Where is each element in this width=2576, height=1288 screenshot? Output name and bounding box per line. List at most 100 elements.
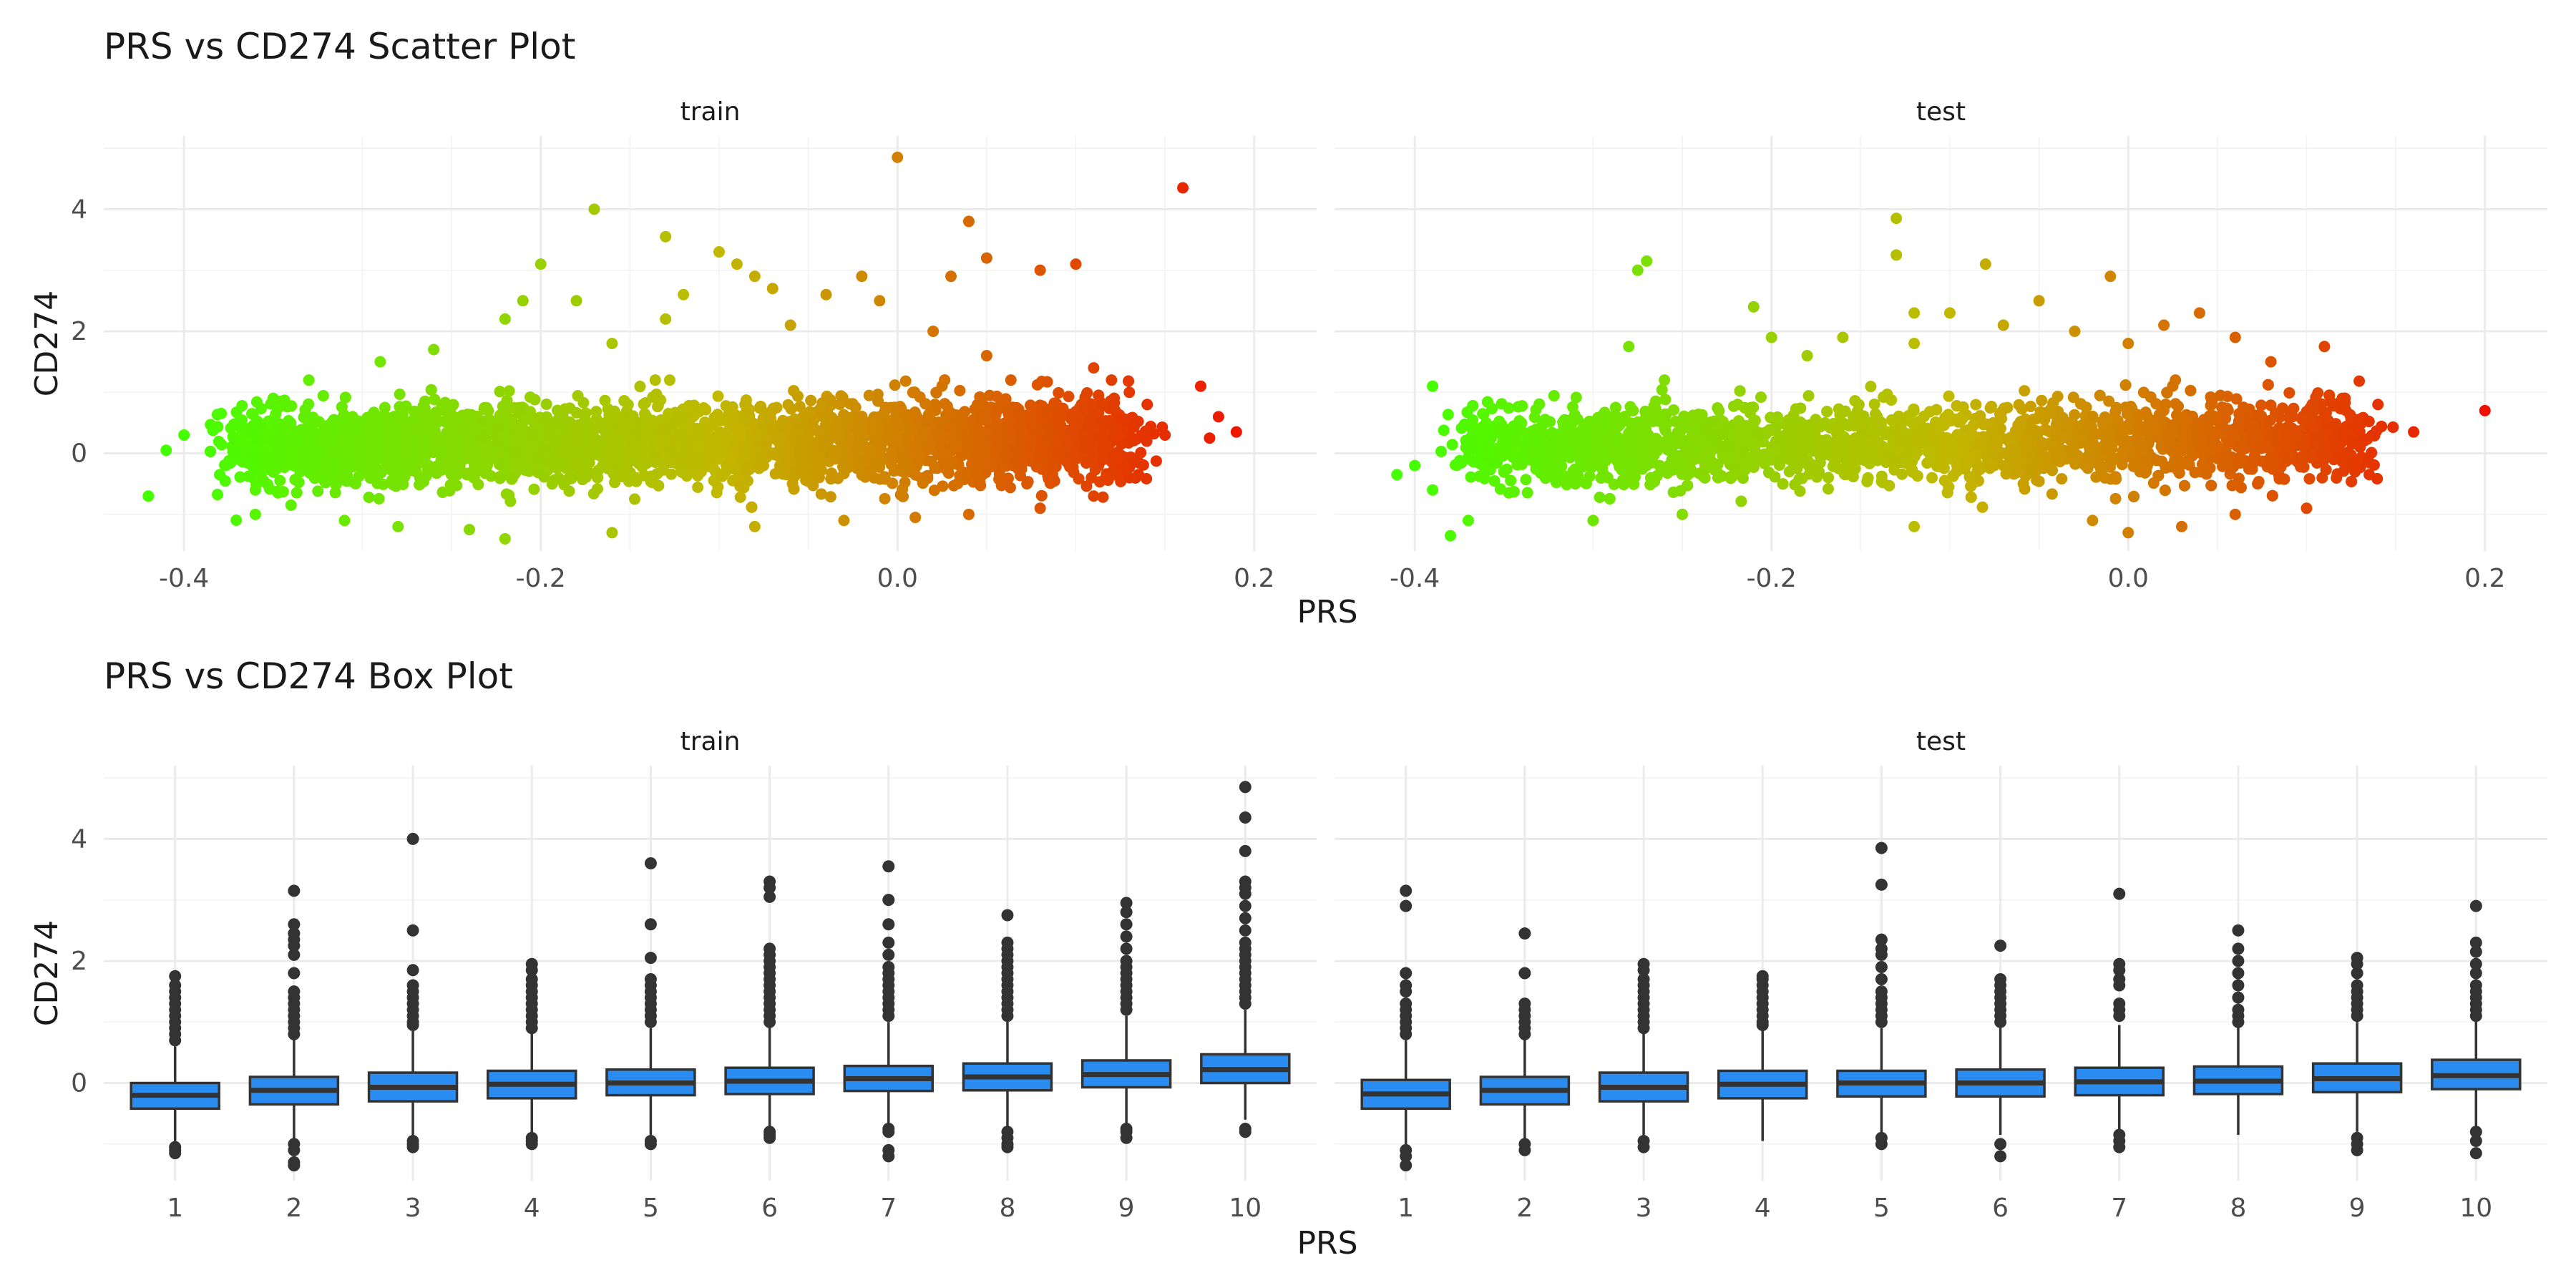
scatter-point [1150, 455, 1162, 467]
scatter-point [214, 469, 226, 481]
scatter-point [919, 398, 932, 410]
scatter-point [1159, 429, 1171, 441]
scatter-point [954, 384, 966, 396]
scatter-point [995, 479, 1008, 492]
scatter-point [1025, 399, 1037, 411]
scatter-point [748, 270, 761, 283]
scatter-cloud [205, 374, 1169, 526]
scatter-point [373, 492, 385, 504]
scatter-point [1093, 396, 1106, 408]
scatter-point [618, 416, 630, 428]
scatter-point [962, 508, 975, 520]
scatter-point [425, 384, 437, 396]
scatter-point [907, 386, 919, 399]
scatter-point [356, 447, 369, 459]
scatter-point [606, 338, 618, 349]
scatter-point [518, 414, 530, 426]
scatter-point [924, 418, 937, 430]
scatter-point [1000, 393, 1012, 405]
scatter-point [429, 394, 441, 406]
scatter-point [938, 449, 950, 461]
x-tick-label: -0.2 [1747, 564, 1797, 593]
scatter-point [879, 473, 892, 485]
scatter-point [414, 479, 426, 491]
scatter-point [552, 472, 565, 484]
scatter-point [517, 459, 529, 471]
scatter-point [610, 451, 623, 463]
scatter-point [650, 388, 663, 400]
scatter-point [592, 472, 604, 484]
scatter-point [276, 451, 288, 463]
scatter-point [474, 447, 486, 459]
scatter-point [708, 474, 720, 487]
scatter-point [656, 435, 668, 447]
x-tick-label: 0.0 [2108, 564, 2149, 593]
scatter-point [207, 424, 219, 436]
scatter-point [339, 391, 351, 404]
scatter-point [1009, 442, 1021, 454]
scatter-point [879, 492, 891, 504]
scatter-point [600, 427, 612, 439]
scatter-point [1005, 434, 1018, 446]
scatter-point [734, 491, 746, 503]
scatter-point [927, 404, 939, 416]
scatter-point [1067, 423, 1079, 435]
scatter-point [364, 472, 376, 484]
scatter-point [788, 385, 800, 397]
scatter-point [431, 460, 444, 472]
scatter-point [1106, 374, 1118, 386]
scatter-point [960, 447, 972, 459]
scatter-point [676, 452, 688, 464]
scatter-point [825, 447, 837, 459]
scatter-point [833, 419, 845, 431]
scatter-point [255, 402, 268, 414]
scatter-point [249, 484, 261, 496]
scatter-point [234, 471, 246, 483]
scatter-point [941, 458, 953, 470]
x-tick-label: -0.4 [159, 564, 209, 593]
scatter-point [800, 474, 812, 487]
scatter-point [411, 429, 424, 441]
x-tick-label: 0.2 [1234, 564, 1274, 593]
scatter-point [824, 491, 836, 503]
scatter-point [786, 478, 799, 490]
scatter-point [476, 416, 488, 428]
scatter-point [453, 459, 465, 471]
scatter-point [481, 402, 493, 414]
scatter-point [696, 466, 708, 478]
scatter-point [249, 508, 261, 520]
scatter-point [1098, 436, 1111, 449]
scatter-point [901, 457, 913, 469]
scatter-point [885, 459, 897, 471]
scatter-point [629, 424, 641, 436]
scatter-point [280, 432, 292, 444]
scatter-point [908, 467, 920, 479]
scatter-point [365, 410, 377, 422]
scatter-point [540, 411, 552, 423]
scatter-point [1114, 449, 1126, 462]
scatter-point [856, 270, 868, 283]
scatter-point [859, 457, 871, 469]
scatter-facet-test: test-0.4 -0.2 0.0 0.2 [1335, 97, 2547, 593]
scatter-point [1088, 490, 1100, 502]
scatter-point [793, 447, 805, 459]
scatter-point [746, 501, 758, 513]
scatter-point [731, 258, 743, 270]
scatter-point [660, 423, 672, 435]
scatter-cloud [1435, 374, 2399, 513]
scatter-point [477, 431, 489, 443]
scatter-point [726, 401, 738, 413]
scatter-point [267, 392, 279, 404]
scatter-point [1097, 491, 1109, 503]
scatter-point [991, 404, 1003, 416]
scatter-point [909, 441, 922, 453]
scatter-point [1230, 426, 1242, 438]
scatter-point [848, 459, 860, 472]
scatter-point [409, 405, 421, 417]
scatter-point [336, 467, 348, 479]
scatter-ylabel: CD274 [29, 291, 65, 397]
scatter-point [627, 410, 639, 422]
scatter-point [645, 470, 657, 482]
scatter-point [820, 288, 832, 301]
scatter-point [263, 426, 275, 438]
